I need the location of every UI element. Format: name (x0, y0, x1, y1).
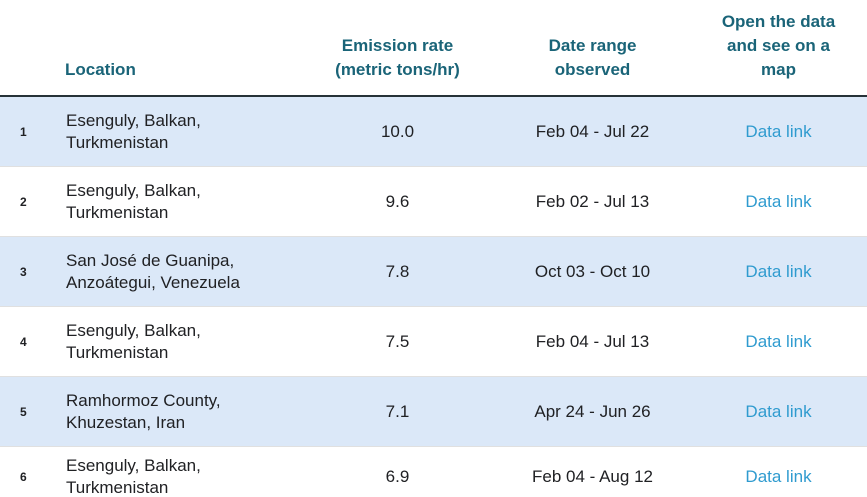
date-range-cell: Apr 24 - Jun 26 (495, 376, 690, 447)
data-link[interactable]: Data link (745, 121, 812, 141)
date-range-cell: Feb 04 - Jul 13 (495, 306, 690, 377)
emission-rate-cell: 7.8 (300, 236, 495, 307)
data-link[interactable]: Data link (745, 191, 812, 211)
row-index: 4 (0, 306, 65, 377)
date-range-cell: Feb 04 - Jul 22 (495, 96, 690, 167)
date-range-cell: Feb 02 - Jul 13 (495, 166, 690, 237)
emission-rate-cell: 10.0 (300, 96, 495, 167)
row-index: 3 (0, 236, 65, 307)
date-range-cell: Feb 04 - Aug 12 (495, 446, 690, 497)
table-row: 4 Esenguly, Balkan, Turkmenistan 7.5 Feb… (0, 306, 867, 377)
emission-rate-cell: 7.5 (300, 306, 495, 377)
table-body: 1 Esenguly, Balkan, Turkmenistan 10.0 Fe… (0, 96, 867, 497)
data-link-cell: Data link (690, 306, 867, 377)
data-link-cell: Data link (690, 376, 867, 447)
location-text: Esenguly, Balkan, Turkmenistan (66, 320, 201, 362)
table-row: 6 Esenguly, Balkan, Turkmenistan 6.9 Feb… (0, 446, 867, 497)
data-link[interactable]: Data link (745, 261, 812, 281)
column-header-index (0, 0, 65, 97)
row-index: 6 (0, 446, 65, 497)
location-text: San José de Guanipa, Anzoátegui, Venezue… (66, 250, 240, 292)
emission-rate-cell: 6.9 (300, 446, 495, 497)
emission-rate-cell: 7.1 (300, 376, 495, 447)
row-index: 5 (0, 376, 65, 447)
column-header-location: Location (65, 0, 300, 97)
location-cell: Esenguly, Balkan, Turkmenistan (65, 166, 300, 237)
data-link[interactable]: Data link (745, 466, 812, 486)
table-row: 1 Esenguly, Balkan, Turkmenistan 10.0 Fe… (0, 96, 867, 167)
data-link[interactable]: Data link (745, 331, 812, 351)
location-cell: Ramhormoz County, Khuzestan, Iran (65, 376, 300, 447)
data-link-cell: Data link (690, 236, 867, 307)
location-cell: Esenguly, Balkan, Turkmenistan (65, 96, 300, 167)
location-text: Ramhormoz County, Khuzestan, Iran (66, 390, 221, 432)
row-index: 2 (0, 166, 65, 237)
location-cell: San José de Guanipa, Anzoátegui, Venezue… (65, 236, 300, 307)
column-header-emission-rate: Emission rate (metric tons/hr) (300, 0, 495, 97)
column-header-date-range: Date range observed (495, 0, 690, 97)
location-cell: Esenguly, Balkan, Turkmenistan (65, 306, 300, 377)
row-index: 1 (0, 96, 65, 167)
data-link[interactable]: Data link (745, 401, 812, 421)
table-row: 2 Esenguly, Balkan, Turkmenistan 9.6 Feb… (0, 166, 867, 237)
emission-rate-cell: 9.6 (300, 166, 495, 237)
location-text: Esenguly, Balkan, Turkmenistan (66, 110, 201, 152)
location-text: Esenguly, Balkan, Turkmenistan (66, 455, 201, 497)
column-header-open-data-map: Open the data and see on a map (690, 0, 867, 97)
location-cell: Esenguly, Balkan, Turkmenistan (65, 446, 300, 497)
date-range-cell: Oct 03 - Oct 10 (495, 236, 690, 307)
table-header: Location Emission rate (metric tons/hr) … (0, 0, 867, 97)
table-row: 5 Ramhormoz County, Khuzestan, Iran 7.1 … (0, 376, 867, 447)
table-row: 3 San José de Guanipa, Anzoátegui, Venez… (0, 236, 867, 307)
data-link-cell: Data link (690, 166, 867, 237)
data-link-cell: Data link (690, 446, 867, 497)
location-text: Esenguly, Balkan, Turkmenistan (66, 180, 201, 222)
data-link-cell: Data link (690, 96, 867, 167)
